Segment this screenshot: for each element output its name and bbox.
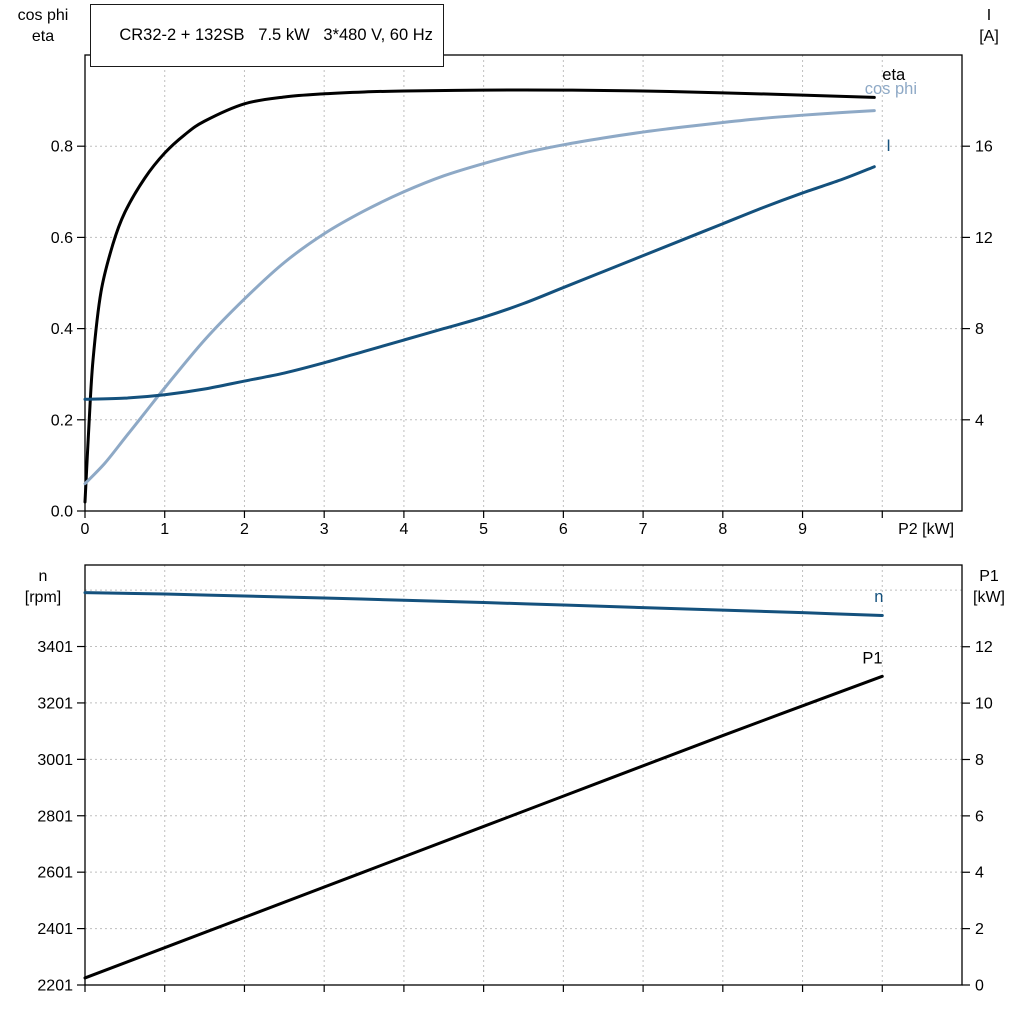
left-tick-label: 3401	[37, 639, 73, 656]
chart-title: CR32-2 + 132SB 7.5 kW 3*480 V, 60 Hz	[119, 26, 433, 44]
top-chart-right-axis-title: I [A]	[960, 5, 1018, 47]
x-tick-label: 9	[798, 521, 807, 538]
axis-title-current-unit: [A]	[979, 28, 999, 45]
series-cos-phi	[83, 109, 876, 486]
series-label-n: n	[874, 588, 883, 606]
plot-frame	[84, 564, 963, 986]
left-tick-label: 3001	[37, 752, 73, 769]
axis-title-p1: P1	[979, 568, 999, 585]
x-tick-label: 0	[81, 521, 90, 538]
x-tick-label: 7	[639, 521, 648, 538]
series-eta	[83, 88, 876, 504]
x-tick-label: 8	[718, 521, 727, 538]
series-label-i: I	[886, 137, 891, 155]
axis-title-eta: eta	[31, 28, 55, 45]
axis-title-speed: n	[38, 568, 48, 585]
x-tick-label: 5	[479, 521, 488, 538]
top-chart-left-axis-title: cos phi eta	[6, 5, 80, 47]
axis-title-cos-phi: cos phi	[17, 7, 69, 24]
left-tick-label: 0.0	[51, 504, 73, 521]
series-i	[83, 165, 876, 401]
x-tick-label: 4	[399, 521, 408, 538]
series-p1	[83, 674, 884, 980]
right-tick-label: 8	[975, 321, 984, 338]
right-tick-label: 4	[975, 865, 984, 882]
left-tick-label: 0.8	[51, 139, 73, 156]
left-tick-label: 0.2	[51, 412, 73, 429]
axis-title-speed-unit: [rpm]	[24, 589, 62, 606]
left-tick-label: 3201	[37, 695, 73, 712]
bottom-chart-right-axis-title: P1 [kW]	[960, 566, 1018, 608]
right-tick-label: 12	[975, 639, 993, 656]
chart-title-box: CR32-2 + 132SB 7.5 kW 3*480 V, 60 Hz	[90, 4, 444, 67]
left-tick-label: 2801	[37, 808, 73, 825]
plot-frame	[84, 54, 963, 512]
left-tick-label: 2201	[37, 978, 73, 995]
right-tick-label: 8	[975, 752, 984, 769]
series-n	[83, 591, 884, 617]
left-tick-label: 2401	[37, 921, 73, 938]
right-tick-label: 6	[975, 808, 984, 825]
right-tick-label: 12	[975, 230, 993, 247]
right-tick-label: 16	[975, 139, 993, 156]
axis-title-current: I	[986, 7, 992, 24]
x-tick-label: 2	[240, 521, 249, 538]
x-tick-label: 3	[320, 521, 329, 538]
series-label-cos-phi: cos phi	[865, 80, 917, 98]
x-axis-unit-label: P2 [kW]	[898, 521, 954, 538]
right-tick-label: 0	[975, 978, 984, 995]
left-tick-label: 0.6	[51, 230, 73, 247]
bottom-chart-left-axis-title: n [rpm]	[6, 566, 80, 608]
right-tick-label: 10	[975, 696, 993, 713]
left-tick-label: 0.4	[51, 321, 73, 338]
series-label-eta: eta	[882, 66, 906, 84]
axis-title-p1-unit: [kW]	[973, 589, 1005, 606]
right-tick-label: 2	[975, 921, 984, 938]
right-tick-label: 4	[975, 412, 984, 429]
series-label-p1: P1	[862, 650, 882, 668]
x-tick-label: 6	[559, 521, 568, 538]
left-tick-label: 2601	[37, 865, 73, 882]
x-tick-label: 1	[160, 521, 169, 538]
